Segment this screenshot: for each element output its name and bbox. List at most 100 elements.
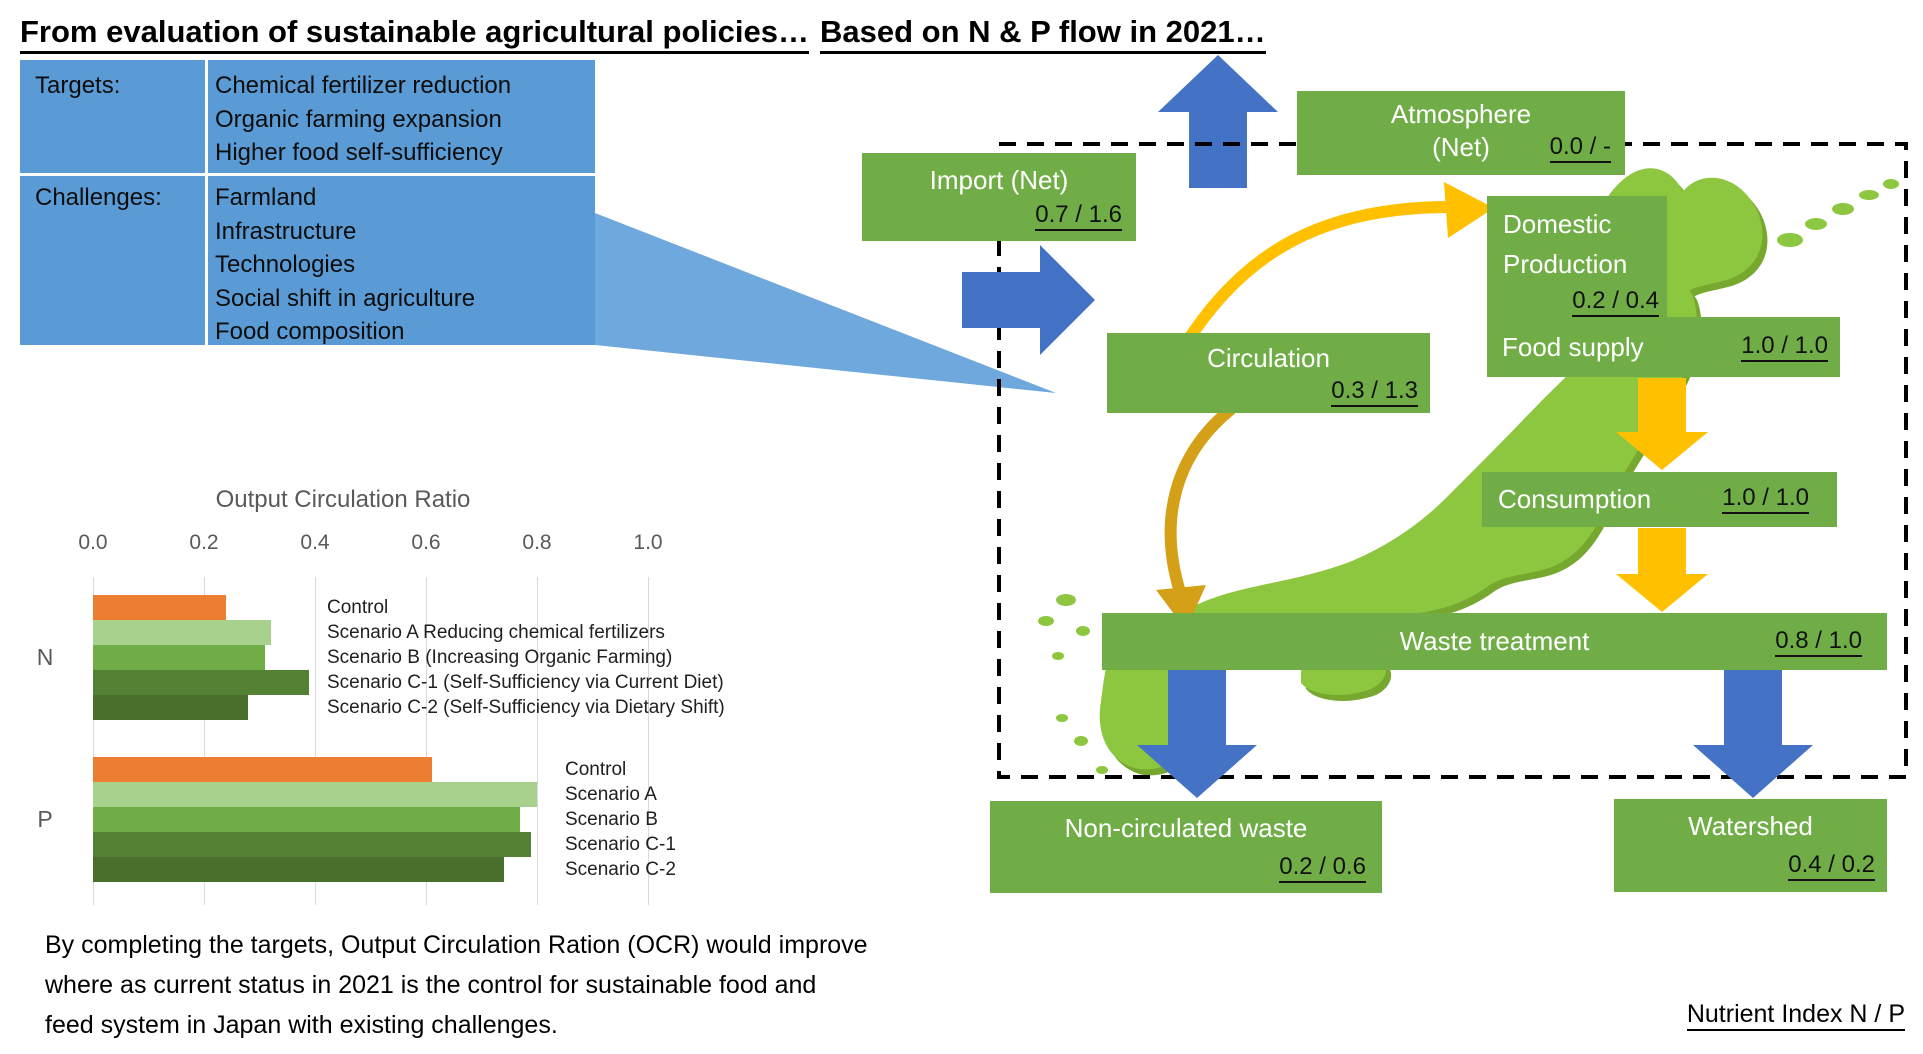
targets-items: Chemical fertilizer reduction Organic far… [215,69,511,170]
chart-bar [93,807,520,832]
chart-bar-label: Scenario A [565,784,657,805]
chart-bar [93,645,265,670]
list-item: Higher food self-sufficiency [215,139,503,166]
callout-tail [595,213,1056,393]
chart-bar-label: Scenario C-1 [565,834,676,855]
consumption-row: Consumption 1.0 / 1.0 [1482,472,1837,527]
atmosphere-value: 0.0 / - [1549,134,1611,163]
chart-x-tick: 0.2 [189,531,219,554]
circulation-to-land-arrow-icon [1164,404,1236,598]
atmosphere-net-label: (Net) [1432,132,1490,162]
waste-down-arrow-left-icon [1137,670,1257,798]
list-item: Technologies [215,251,356,278]
chart-bar [93,620,271,645]
list-item: feed system in Japan with existing chall… [45,1011,558,1039]
chart-bar [93,857,504,882]
consumption-node: Consumption 1.0 / 1.0 [1482,472,1837,527]
table-row-divider [20,173,595,176]
food-supply-value: 1.0 / 1.0 [1741,332,1828,362]
left-title: From evaluation of sustainable agricultu… [20,14,809,54]
circulation-to-production-arrowhead-icon [1444,182,1494,238]
circulation-node: Circulation 0.3 / 1.3 [1107,333,1430,413]
chart-bar [93,757,432,782]
non-circulated-waste-value-row: 0.2 / 0.6 [990,850,1382,883]
list-item: Farmland [215,184,317,211]
list-item: Chemical fertilizer reduction [215,72,512,99]
list-item: By completing the targets, Output Circul… [45,931,868,959]
right-title-text: Based on N & P flow in 2021… [820,14,1266,54]
domestic-value-row: 0.2 / 0.4 [1487,284,1667,317]
import-node: Import (Net) 0.7 / 1.6 [862,153,1136,241]
waste-treatment-label: Waste treatment [1399,626,1590,656]
chart-x-tick: 0.0 [78,531,108,554]
chart-title: Output Circulation Ratio [215,486,471,513]
watershed-value-row: 0.4 / 0.2 [1614,848,1887,881]
chart-x-tick: 0.4 [300,531,330,554]
policy-table: Targets: Chemical fertilizer reduction Or… [20,60,595,345]
chart-gridline [648,577,649,905]
atmosphere-label: Atmosphere [1390,99,1532,129]
circulation-label: Circulation [1207,343,1330,373]
chart-x-tick: 0.6 [411,531,441,554]
list-item: Food composition [215,318,405,345]
table-column-divider [205,60,208,345]
challenges-items: Farmland Infrastructure Technologies Social… [215,181,475,349]
waste-treatment-node: Waste treatment 0.8 / 1.0 [1102,613,1887,670]
food-supply-row: Food supply 1.0 / 1.0 [1487,317,1840,377]
list-item: Social shift in agriculture [215,284,476,312]
targets-label: Targets: [35,72,121,99]
challenges-label: Challenges: [35,184,162,211]
nutrient-index-legend: Nutrient Index N / P [1500,1000,1905,1031]
circulation-value-row: 0.3 / 1.3 [1107,374,1430,407]
chart-bar-label: Scenario B (Increasing Organic Farming) [327,647,673,668]
atmosphere-line2: (Net) 0.0 / - [1297,132,1625,166]
chart-bar-label: Scenario A Reducing chemical fertilizers [327,622,665,643]
import-value-row: 0.7 / 1.6 [862,198,1136,231]
chart-bar [93,595,226,620]
summary-note: By completing the targets, Output Circul… [45,925,868,1045]
watershed-node: Watershed 0.4 / 0.2 [1614,799,1887,892]
left-title-text: From evaluation of sustainable agricultu… [20,14,809,54]
list-item: where as current status in 2021 is the c… [45,971,817,999]
waste-treatment-value: 0.8 / 1.0 [1775,628,1862,657]
domestic-label-line2: Production [1503,249,1628,279]
chart-category-label: N [36,643,54,670]
import-right-arrow-icon [962,245,1095,355]
chart-gridline [315,577,316,905]
import-value: 0.7 / 1.6 [1035,202,1122,231]
chart-gridline [426,577,427,905]
circulation-to-production-arrow-icon [1179,201,1456,351]
watershed-label: Watershed [1688,811,1813,841]
non-circulated-waste-node: Non-circulated waste 0.2 / 0.6 [990,801,1382,893]
chart-bar-label: Scenario C-2 (Self-Sufficiency via Dieta… [327,697,725,718]
atmosphere-node: Atmosphere (Net) 0.0 / - [1297,91,1625,175]
atmosphere-up-arrow-icon [1158,55,1278,188]
consumption-down-arrow-icon [1616,528,1708,612]
waste-down-arrow-right-icon [1693,670,1813,798]
domestic-production-node: Domestic Production 0.2 / 0.4 [1487,196,1667,318]
circulation-value: 0.3 / 1.3 [1331,378,1418,407]
chart-bar [93,670,309,695]
chart-bar-label: Scenario C-2 [565,859,676,880]
chart-x-tick: 0.8 [522,531,552,554]
chart-bar-label: Scenario B [565,809,658,830]
chart-gridline [204,577,205,905]
nutrient-index-legend-text: Nutrient Index N / P [1686,1000,1905,1031]
list-item: Organic farming expansion [215,105,502,133]
non-circulated-waste-value: 0.2 / 0.6 [1279,854,1366,883]
list-item: Infrastructure [215,217,357,245]
chart-bar-label: Control [327,597,389,618]
domestic-value: 0.2 / 0.4 [1572,288,1659,317]
chart-category-label: P [37,805,53,832]
chart-x-tick: 1.0 [633,531,663,554]
consumption-value: 1.0 / 1.0 [1722,485,1809,514]
chart-gridline [93,577,94,905]
consumption-label: Consumption [1498,484,1652,514]
chart-bar [93,832,531,857]
food-supply-node: Food supply 1.0 / 1.0 [1487,317,1840,377]
chart-bar-label: Control [565,759,627,780]
import-label: Import (Net) [929,165,1069,195]
food-supply-label: Food supply [1502,331,1644,362]
chart-bar [93,782,537,807]
